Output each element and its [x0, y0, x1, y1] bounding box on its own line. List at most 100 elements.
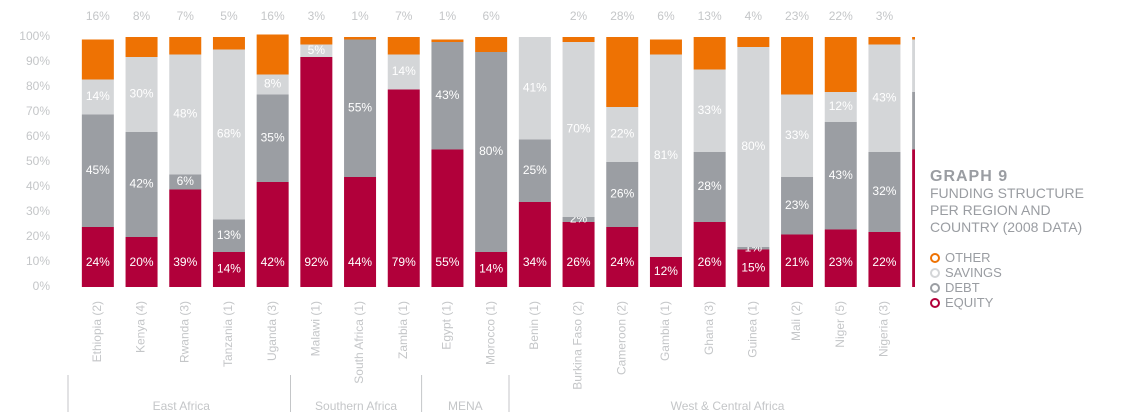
- y-tick-label: 20%: [26, 229, 50, 243]
- value-label: 26%: [698, 255, 722, 269]
- bar-segment: [781, 234, 814, 287]
- value-label: 14%: [86, 89, 110, 103]
- bar-segment: [737, 249, 770, 287]
- bar-segment: [256, 34, 289, 75]
- bar-segment: [868, 44, 901, 152]
- bar-segment: [912, 37, 915, 40]
- bar-segment: [824, 229, 857, 287]
- bar-segment: [606, 227, 639, 287]
- value-label: 34%: [523, 255, 547, 269]
- value-label: 12%: [654, 264, 678, 278]
- group-label: West & Central Africa: [671, 399, 785, 413]
- legend-item: DEBT: [930, 280, 1130, 295]
- value-label: 1%: [351, 9, 369, 23]
- bar-segment: [912, 39, 915, 92]
- bar-segment: [781, 177, 814, 235]
- x-tick-label: Malawi (1): [309, 301, 323, 356]
- value-label: 6%: [482, 9, 500, 23]
- value-label: 6%: [657, 9, 675, 23]
- bar-segment: [868, 152, 901, 232]
- value-label: 14%: [217, 262, 241, 276]
- value-label: 3%: [308, 9, 326, 23]
- legend-label: SAVINGS: [945, 265, 1002, 280]
- bar-segment: [81, 79, 114, 115]
- bar-segment: [824, 92, 857, 122]
- x-tick-label: Gambia (1): [658, 301, 672, 361]
- bar-segment: [431, 149, 464, 287]
- y-tick-label: 10%: [26, 254, 50, 268]
- bar-segment: [256, 182, 289, 287]
- value-label: 33%: [698, 103, 722, 117]
- y-tick-label: 0%: [33, 279, 51, 293]
- y-tick-label: 70%: [26, 104, 50, 118]
- bar-segment: [344, 37, 377, 40]
- value-label: 4%: [745, 9, 763, 23]
- y-tick-label: 80%: [26, 79, 50, 93]
- value-label: 35%: [261, 130, 285, 144]
- chart: 0% 10% 20% 30% 40% 50% 60% 70% 80% 90% 100% 24% 45% 1…: [19, 9, 915, 413]
- group-label: East Africa: [153, 399, 211, 413]
- value-label: 22%: [872, 255, 896, 269]
- value-label: 81%: [654, 148, 678, 162]
- value-label: 23%: [785, 9, 809, 23]
- bar-segment: [212, 37, 245, 50]
- legend-marker: [930, 267, 940, 278]
- value-label: 26%: [567, 255, 591, 269]
- x-tick-label: Cameroon (2): [614, 301, 628, 375]
- bar-segment: [300, 37, 333, 45]
- legend-item: EQUITY: [930, 295, 1130, 310]
- y-tick-label: 50%: [26, 154, 50, 168]
- value-label: 32%: [872, 184, 896, 198]
- value-label: 12%: [829, 99, 853, 113]
- bar-segment: [344, 39, 377, 177]
- value-label: 80%: [741, 139, 765, 153]
- value-label: 92%: [304, 255, 328, 269]
- value-label: 30%: [130, 87, 154, 101]
- bar-segment: [868, 232, 901, 287]
- value-label: 21%: [785, 255, 809, 269]
- bar-segment: [81, 114, 114, 227]
- chart-title: FUNDING STRUCTURE PER REGION AND COUNTRY…: [930, 185, 1084, 235]
- y-tick-label: 90%: [26, 54, 50, 68]
- bar-segment: [649, 54, 682, 257]
- bar-segment: [431, 39, 464, 42]
- x-tick-label: Egypt (1): [440, 301, 454, 350]
- bar-segment: [169, 37, 202, 55]
- value-label: 14%: [479, 262, 503, 276]
- value-label: 79%: [392, 255, 416, 269]
- value-label: 43%: [829, 168, 853, 182]
- side-panel: GRAPH 9 FUNDING STRUCTURE PER REGION AND…: [930, 168, 1130, 310]
- value-label: 43%: [872, 90, 896, 104]
- bar-segment: [824, 122, 857, 230]
- value-label: 42%: [261, 255, 285, 269]
- bar-segment: [169, 189, 202, 287]
- value-label: 3%: [876, 9, 894, 23]
- value-label: 25%: [523, 163, 547, 177]
- bar-segment: [693, 69, 726, 152]
- bar-segment: [387, 54, 420, 90]
- bar-segment: [387, 37, 420, 55]
- legend-item: OTHER: [930, 250, 1130, 265]
- value-label: 28%: [610, 9, 634, 23]
- x-tick-label: Tanzania (1): [221, 301, 235, 367]
- value-label: 80%: [479, 144, 503, 158]
- value-label: 13%: [217, 228, 241, 242]
- bar-segment: [606, 162, 639, 227]
- bar-segment: [256, 94, 289, 182]
- x-tick-label: Uganda (3): [265, 301, 279, 361]
- bar-segment: [212, 252, 245, 287]
- value-label: 16%: [86, 9, 110, 23]
- value-label: 33%: [785, 128, 809, 142]
- value-label: 13%: [698, 9, 722, 23]
- x-tick-label: South Africa (1): [352, 301, 366, 384]
- bar-segment: [518, 139, 551, 202]
- bar-segment: [125, 132, 158, 237]
- bar-segment: [737, 37, 770, 47]
- value-label: 23%: [785, 198, 809, 212]
- x-tick-label: Zambia (1): [396, 301, 410, 359]
- bar-segment: [125, 37, 158, 57]
- value-label: 55%: [435, 255, 459, 269]
- value-label: 22%: [829, 9, 853, 23]
- bar-segment: [125, 237, 158, 287]
- value-label: 16%: [261, 9, 285, 23]
